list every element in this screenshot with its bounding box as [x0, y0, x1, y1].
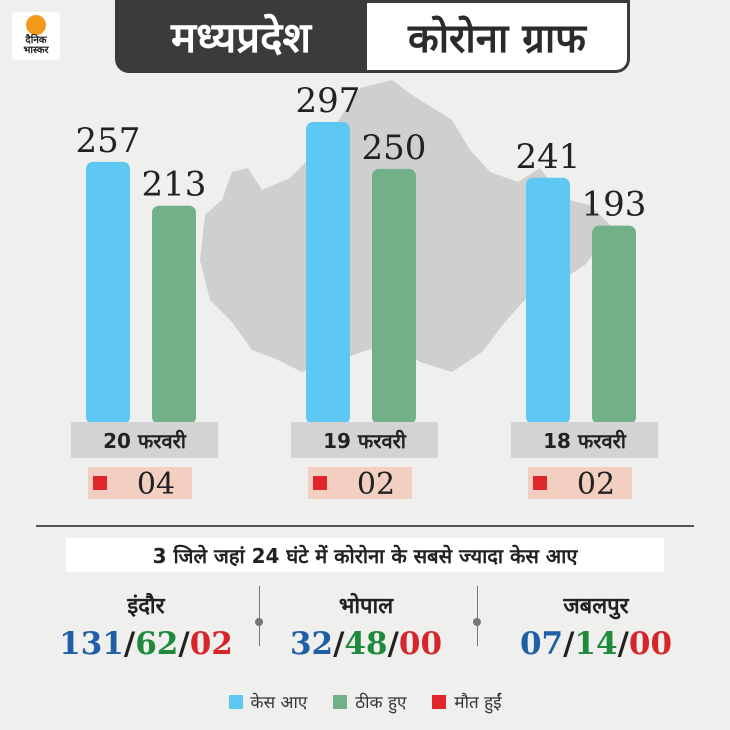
stat-separator: /	[387, 626, 399, 662]
data-label-cases: 257	[76, 121, 141, 161]
category-tick-label: 19 फरवरी	[323, 429, 407, 453]
category-tick-label: 20 फरवरी	[103, 429, 187, 453]
sun-logo-icon	[26, 15, 46, 35]
district-name: भोपाल	[338, 594, 394, 619]
legend-item-cases: केस आए	[228, 690, 308, 713]
district-stats: 07/14/00	[486, 626, 706, 662]
stat-separator: /	[563, 626, 575, 662]
district-bhopal: भोपाल 32/48/00	[256, 590, 476, 662]
date-label-bg	[71, 422, 218, 458]
chart-legend: केस आए ठीक हुए मौत हुईं	[0, 690, 730, 713]
death-marker	[533, 476, 547, 490]
data-label-recovered: 213	[142, 165, 207, 205]
legend-label-deaths: मौत हुईं	[454, 693, 502, 713]
dainik-bhaskar-logo: दैनिक भास्कर	[12, 12, 60, 60]
bar-recovered	[592, 225, 636, 424]
bar-cases	[306, 122, 350, 424]
section-divider	[36, 525, 694, 527]
data-label-recovered: 250	[362, 128, 427, 168]
bar-recovered	[152, 205, 196, 424]
date-label-bg	[291, 422, 438, 458]
data-label-recovered: 193	[582, 185, 647, 225]
data-label-deaths: 04	[137, 467, 175, 502]
bar-cases	[86, 161, 130, 424]
district-recovered: 14	[574, 626, 618, 662]
stat-separator: /	[178, 626, 190, 662]
district-stats: 32/48/00	[256, 626, 476, 662]
data-label-cases: 241	[516, 137, 581, 177]
legend-swatch-deaths	[432, 694, 447, 709]
district-cases: 32	[289, 626, 334, 662]
legend-item-recovered: ठीक हुए	[333, 690, 406, 713]
district-name: जबलपुर	[563, 594, 629, 619]
death-marker	[313, 476, 327, 490]
legend-label-cases: केस आए	[250, 693, 308, 713]
district-recovered: 62	[135, 626, 179, 662]
legend-item-deaths: मौत हुईं	[432, 690, 501, 713]
district-stats: 131/62/02	[36, 626, 256, 662]
district-jabalpur: जबलपुर 07/14/00	[486, 590, 706, 662]
column-separator	[259, 586, 260, 646]
data-label-deaths: 02	[577, 467, 615, 502]
bar-recovered	[372, 168, 416, 424]
district-deaths: 02	[189, 626, 233, 662]
legend-swatch-cases	[228, 694, 243, 709]
district-indore: इंदौर 131/62/02	[36, 590, 256, 662]
district-name: इंदौर	[127, 594, 165, 619]
logo-text: दैनिक भास्कर	[23, 35, 49, 56]
district-cases: 07	[519, 626, 564, 662]
stat-separator: /	[333, 626, 345, 662]
bar-cases	[526, 177, 570, 424]
stat-separator: /	[123, 626, 136, 662]
district-cases: 131	[59, 626, 124, 662]
stat-separator: /	[617, 626, 629, 662]
separator-dot	[473, 618, 481, 626]
legend-label-recovered: ठीक हुए	[355, 693, 407, 713]
data-label-cases: 297	[296, 81, 361, 121]
separator-dot	[255, 618, 263, 626]
header-title-state: मध्यप्रदेश	[115, 0, 367, 73]
district-recovered: 48	[344, 626, 388, 662]
date-label-bg	[511, 422, 658, 458]
category-tick-label: 18 फरवरी	[543, 429, 627, 453]
district-deaths: 00	[628, 626, 673, 662]
legend-swatch-recovered	[333, 694, 348, 709]
header-title-topic: कोरोना ग्राफ	[367, 0, 630, 73]
death-marker	[93, 476, 107, 490]
column-separator	[477, 586, 478, 646]
data-label-deaths: 02	[357, 467, 395, 502]
district-deaths: 00	[398, 626, 443, 662]
districts-headline: 3 जिले जहां 24 घंटे में कोरोना के सबसे ज…	[66, 538, 664, 572]
